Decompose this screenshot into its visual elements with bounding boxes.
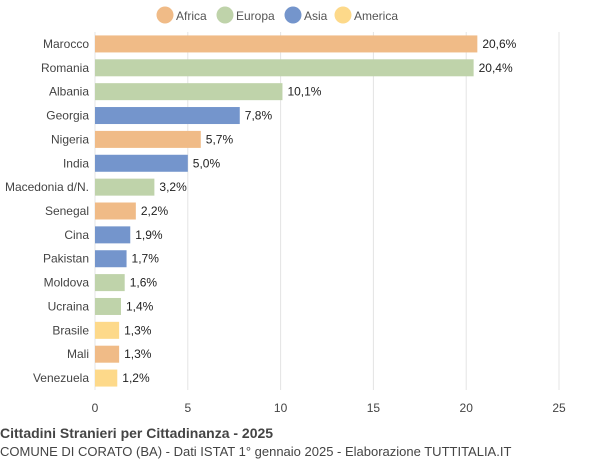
category-label: Moldova bbox=[44, 276, 90, 290]
category-label: Senegal bbox=[45, 204, 89, 218]
bar bbox=[95, 297, 121, 315]
legend-marker-africa bbox=[156, 6, 174, 24]
legend-label: Africa bbox=[176, 9, 207, 23]
value-label: 1,7% bbox=[132, 252, 160, 266]
legend-label: Europa bbox=[236, 9, 275, 23]
value-label: 20,4% bbox=[479, 61, 513, 75]
category-label: Ucraina bbox=[48, 299, 90, 313]
x-tick-label: 25 bbox=[552, 401, 566, 415]
category-label: Mali bbox=[67, 347, 89, 361]
x-tick-label: 10 bbox=[274, 401, 288, 415]
value-label: 1,3% bbox=[124, 347, 152, 361]
legend-label: America bbox=[354, 9, 398, 23]
legend-marker-america bbox=[334, 6, 352, 24]
category-label: Romania bbox=[41, 61, 89, 75]
value-label: 5,0% bbox=[193, 156, 221, 170]
bar bbox=[95, 154, 188, 172]
bar bbox=[95, 345, 120, 363]
category-label: Pakistan bbox=[43, 252, 89, 266]
value-label: 10,1% bbox=[287, 85, 321, 99]
bar bbox=[95, 250, 127, 268]
bar bbox=[95, 202, 136, 220]
x-tick-label: 5 bbox=[184, 401, 191, 415]
value-label: 7,8% bbox=[245, 109, 273, 123]
category-label: Marocco bbox=[43, 37, 89, 51]
value-label: 1,6% bbox=[130, 276, 158, 290]
category-label: Cina bbox=[64, 228, 89, 242]
value-label: 1,4% bbox=[126, 299, 154, 313]
value-label: 20,6% bbox=[482, 37, 516, 51]
value-label: 2,2% bbox=[141, 204, 169, 218]
value-label: 1,3% bbox=[124, 323, 152, 337]
legend-label: Asia bbox=[304, 9, 328, 23]
chart-subtitle: COMUNE DI CORATO (BA) - Dati ISTAT 1° ge… bbox=[0, 444, 512, 459]
bar bbox=[95, 107, 240, 125]
x-tick-label: 20 bbox=[460, 401, 474, 415]
chart-title: Cittadini Stranieri per Cittadinanza - 2… bbox=[0, 425, 274, 441]
bar bbox=[95, 369, 118, 387]
bar bbox=[95, 83, 283, 101]
value-label: 1,2% bbox=[122, 371, 150, 385]
value-label: 3,2% bbox=[159, 180, 187, 194]
category-label: Venezuela bbox=[33, 371, 89, 385]
bar bbox=[95, 130, 201, 148]
legend-marker-europa bbox=[216, 6, 234, 24]
category-label: India bbox=[63, 156, 89, 170]
bar bbox=[95, 35, 478, 53]
bar bbox=[95, 226, 131, 244]
bar-chart: 0 5 10 15 20 25 Marocco 20,6% Romania 20,4% Albani… bbox=[5, 6, 566, 415]
category-label: Georgia bbox=[46, 109, 89, 123]
value-label: 1,9% bbox=[135, 228, 163, 242]
bar bbox=[95, 274, 125, 292]
value-label: 5,7% bbox=[206, 132, 234, 146]
bar bbox=[95, 59, 474, 77]
x-tick-label: 0 bbox=[92, 401, 99, 415]
category-label: Albania bbox=[49, 85, 89, 99]
category-label: Macedonia d/N. bbox=[5, 180, 89, 194]
legend-marker-asia bbox=[284, 6, 302, 24]
bar bbox=[95, 321, 120, 339]
x-tick-label: 15 bbox=[367, 401, 381, 415]
bar bbox=[95, 178, 155, 196]
category-label: Brasile bbox=[52, 323, 89, 337]
category-label: Nigeria bbox=[51, 132, 89, 146]
